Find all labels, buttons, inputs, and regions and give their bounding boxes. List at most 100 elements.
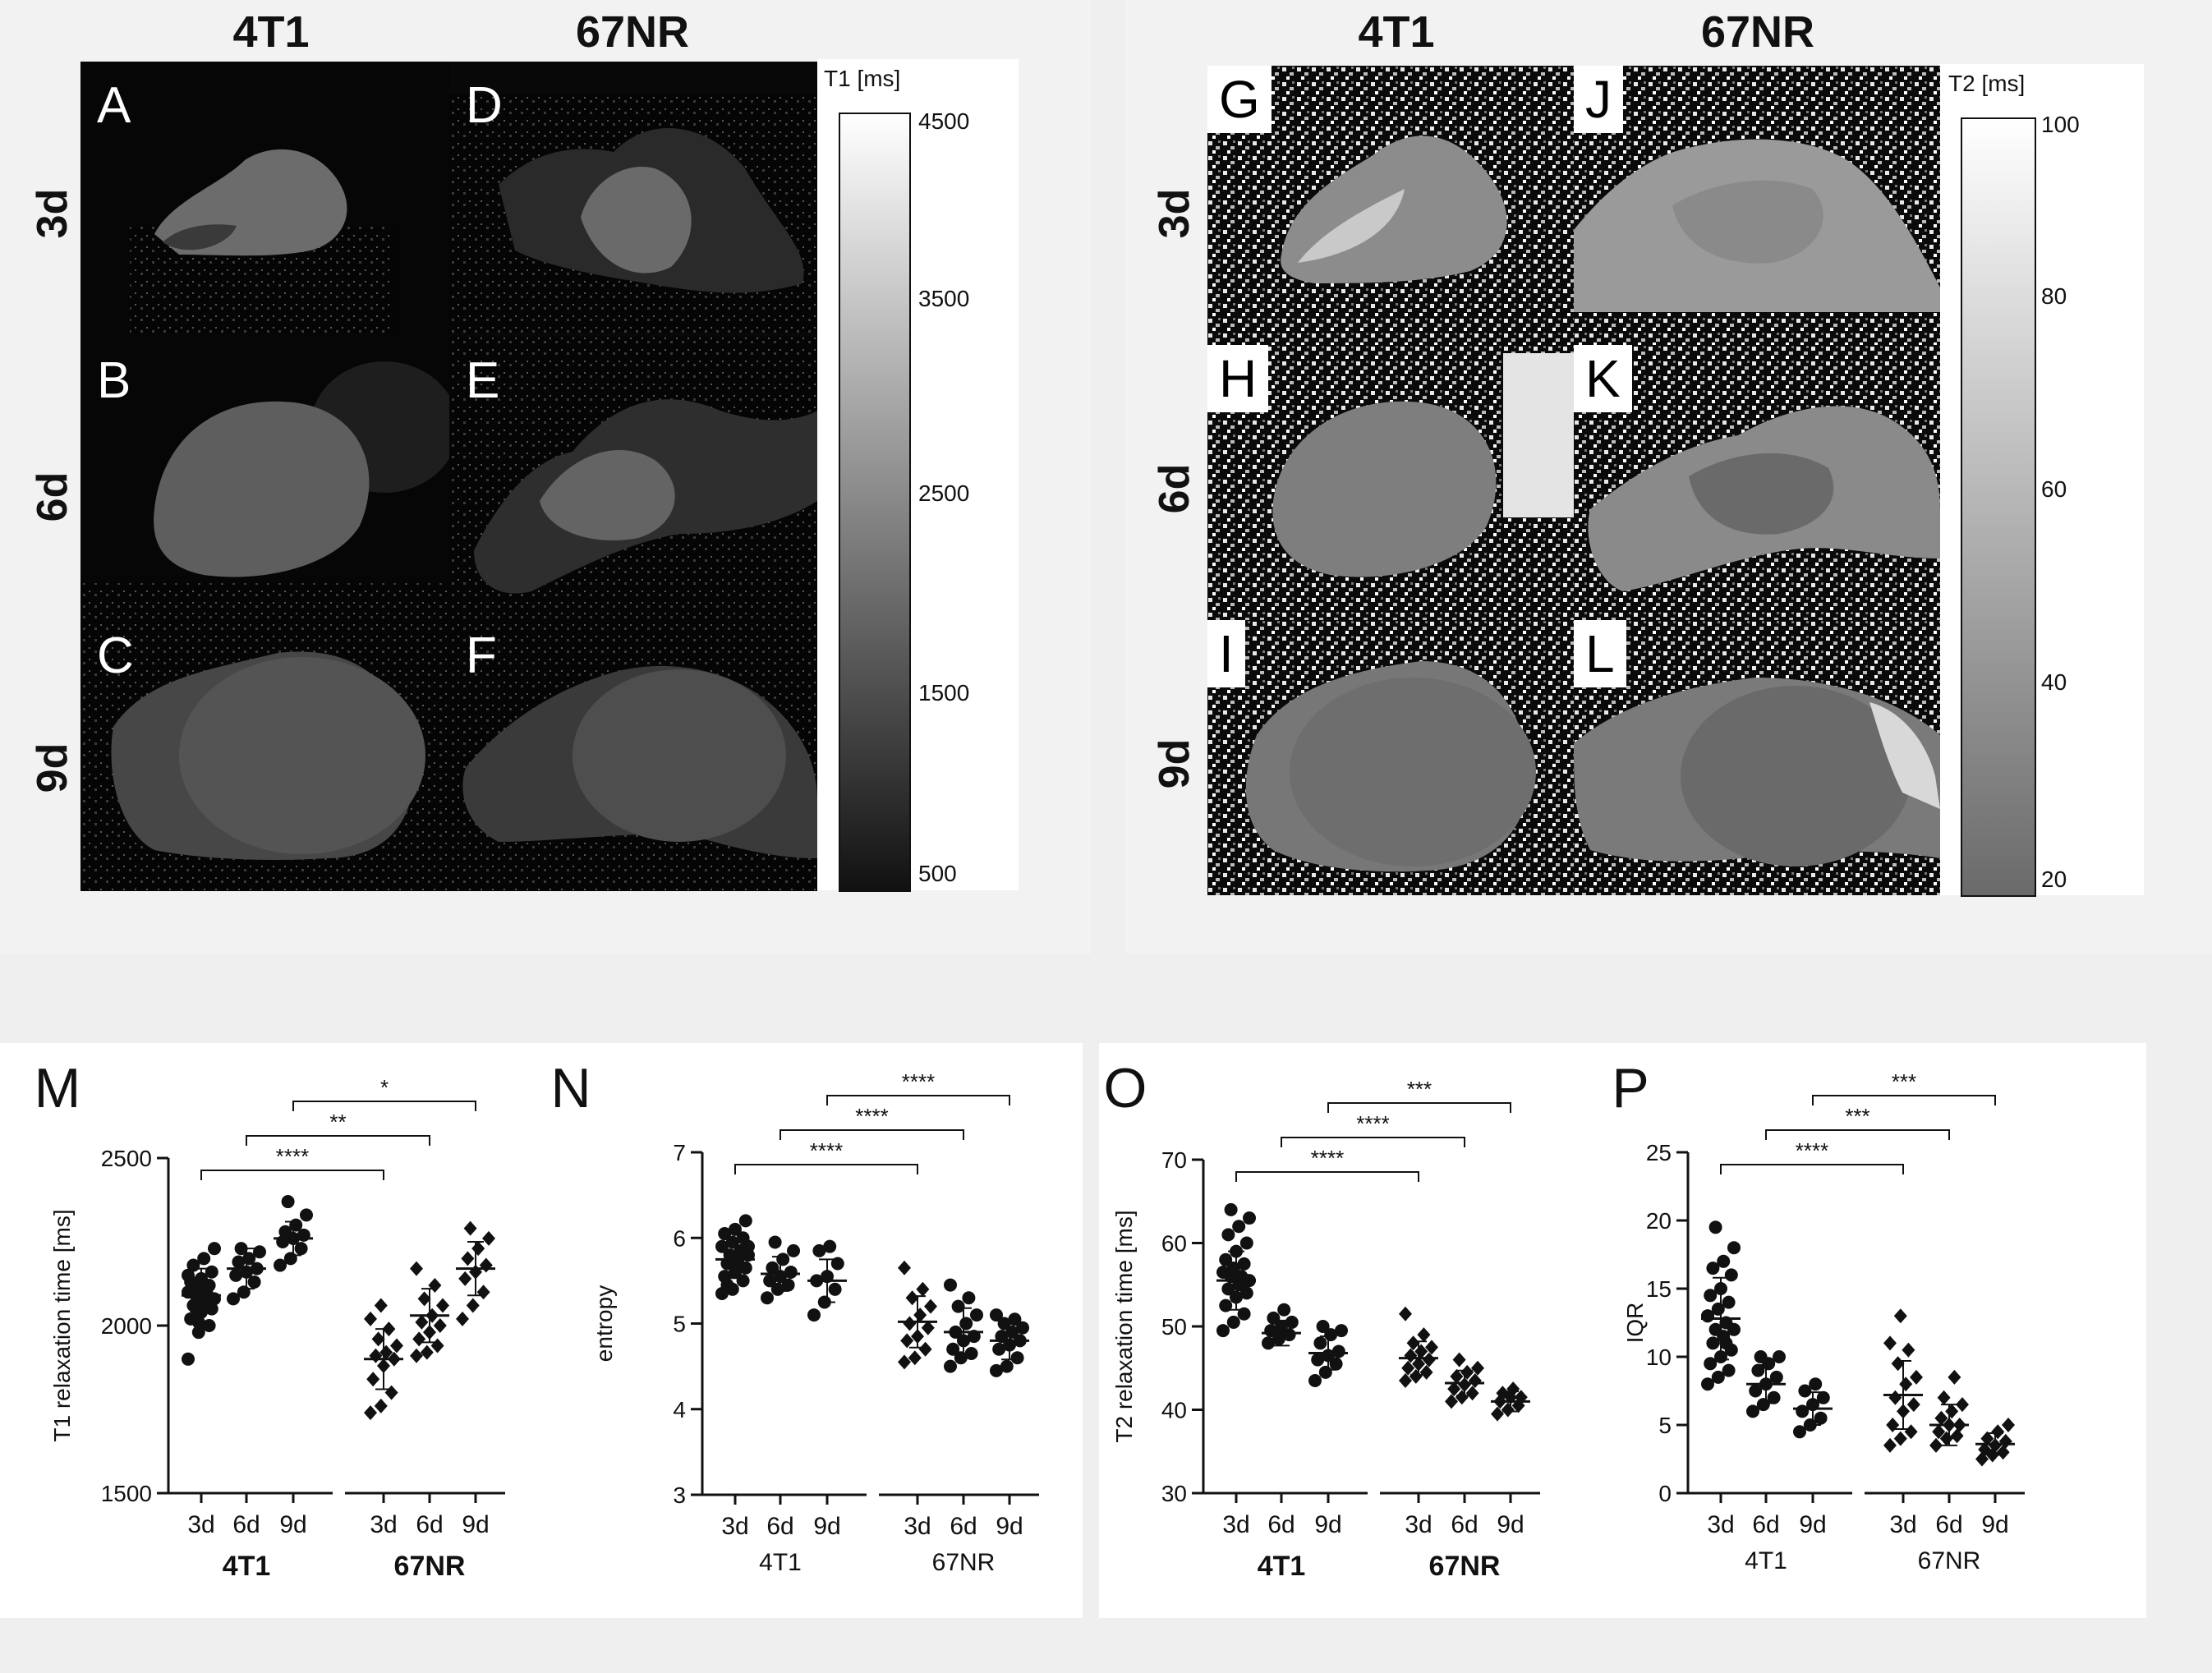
mri-image-f: F — [449, 612, 817, 891]
y-tick-label: 5 — [1658, 1413, 1672, 1438]
y-tick-label: 4 — [673, 1397, 686, 1423]
data-point — [182, 1268, 195, 1282]
y-axis-label: entropy — [591, 1285, 617, 1362]
y-tick-label: 70 — [1161, 1147, 1187, 1173]
data-point — [1991, 1424, 2005, 1440]
mri-image-c: C — [80, 612, 449, 891]
significance-label: **** — [1311, 1146, 1344, 1170]
data-point — [768, 1235, 782, 1249]
data-point — [436, 1298, 449, 1313]
data-point — [1904, 1424, 1918, 1440]
data-point — [962, 1291, 976, 1305]
data-point — [1883, 1437, 1897, 1453]
data-point — [1401, 1360, 1415, 1376]
data-point — [924, 1298, 937, 1314]
data-point — [1216, 1324, 1230, 1338]
data-point — [830, 1257, 844, 1271]
data-point — [1899, 1377, 1913, 1392]
mri-image-j: J — [1574, 66, 1940, 345]
data-point — [476, 1285, 490, 1300]
y-tick-label: 50 — [1161, 1314, 1187, 1340]
significance-bracket — [1812, 1095, 1996, 1105]
data-point — [997, 1317, 1011, 1331]
data-point — [412, 1331, 426, 1347]
data-point — [1447, 1381, 1461, 1397]
significance-label: **** — [855, 1104, 888, 1128]
data-point — [900, 1333, 914, 1349]
significance-label: **** — [1356, 1111, 1389, 1136]
group-label: 67NR — [1429, 1551, 1501, 1582]
data-point — [1816, 1390, 1830, 1404]
data-point — [229, 1268, 243, 1282]
data-point — [1906, 1397, 1920, 1413]
t1-col-header-67nr: 67NR — [575, 7, 690, 57]
data-point — [898, 1354, 911, 1370]
significance-bracket — [734, 1164, 918, 1174]
data-point — [918, 1341, 932, 1357]
t2-6d-67nr-scan — [1574, 345, 1940, 620]
data-point — [738, 1214, 752, 1228]
data-point — [1335, 1324, 1348, 1338]
significance-bracket — [200, 1170, 384, 1180]
data-point — [1313, 1336, 1327, 1350]
data-point — [1224, 1202, 1238, 1216]
data-point — [1277, 1303, 1291, 1317]
data-point — [908, 1350, 922, 1366]
t2-9d-4t1-scan — [1207, 620, 1574, 895]
data-point — [182, 1352, 195, 1366]
data-point — [278, 1225, 292, 1239]
panel-letter-g: G — [1207, 66, 1272, 133]
panel-letter-h: H — [1207, 345, 1269, 412]
data-point — [364, 1311, 377, 1326]
data-point — [1996, 1445, 2010, 1460]
data-point — [1910, 1369, 1923, 1385]
panel-letter-o: O — [1104, 1057, 1147, 1119]
chart-o: O 30 40 50 60 70 T2 relaxation time [ms] 3d 6d 9d… — [1104, 1057, 1540, 1582]
data-point — [1708, 1220, 1722, 1234]
data-point — [1708, 1322, 1722, 1336]
t2-colorbar-tick: 80 — [2041, 283, 2067, 309]
data-point — [197, 1252, 211, 1266]
y-tick-label: 5 — [673, 1312, 686, 1337]
y-tick-label: 0 — [1658, 1481, 1672, 1506]
data-point — [374, 1398, 388, 1413]
t2-3d-67nr-scan — [1574, 66, 1940, 345]
data-point — [281, 1195, 295, 1209]
data-point — [1318, 1365, 1332, 1379]
data-point — [1893, 1308, 1907, 1324]
data-point — [1216, 1266, 1230, 1280]
x-tick-label: 9d — [1799, 1511, 1826, 1538]
data-point — [905, 1290, 919, 1306]
data-point — [1282, 1328, 1296, 1342]
x-tick-label: 6d — [1752, 1511, 1779, 1538]
panel-letter-b: B — [97, 352, 131, 409]
x-tick-label: 6d — [1451, 1511, 1478, 1538]
x-tick-label: 3d — [1889, 1511, 1916, 1538]
data-point — [731, 1261, 745, 1275]
y-tick-label: 1500 — [101, 1481, 152, 1506]
x-tick-label: 6d — [416, 1511, 443, 1538]
panel-letter-c: C — [97, 627, 134, 684]
x-tick-label: 3d — [1405, 1511, 1432, 1538]
t2-colorbar-title: T2 [ms] — [1948, 71, 2026, 96]
data-point — [898, 1260, 911, 1275]
data-point — [1950, 1428, 1964, 1444]
data-point — [232, 1255, 246, 1269]
data-point — [1417, 1327, 1431, 1343]
data-point — [1929, 1437, 1943, 1453]
group-label: 67NR — [394, 1551, 466, 1582]
data-point — [227, 1292, 240, 1306]
data-point — [1727, 1241, 1741, 1255]
data-point — [1793, 1425, 1806, 1439]
mri-image-h: H — [1207, 345, 1574, 620]
panel-letter-l: L — [1574, 620, 1626, 687]
data-point — [208, 1242, 221, 1256]
significance-label: **** — [276, 1144, 309, 1169]
data-point — [1706, 1262, 1720, 1275]
y-tick-label: 3 — [673, 1482, 686, 1508]
data-point — [951, 1299, 965, 1313]
x-tick-label: 6d — [766, 1513, 793, 1540]
data-point — [1399, 1372, 1412, 1388]
data-point — [202, 1295, 216, 1309]
mri-image-a: A — [80, 62, 449, 337]
